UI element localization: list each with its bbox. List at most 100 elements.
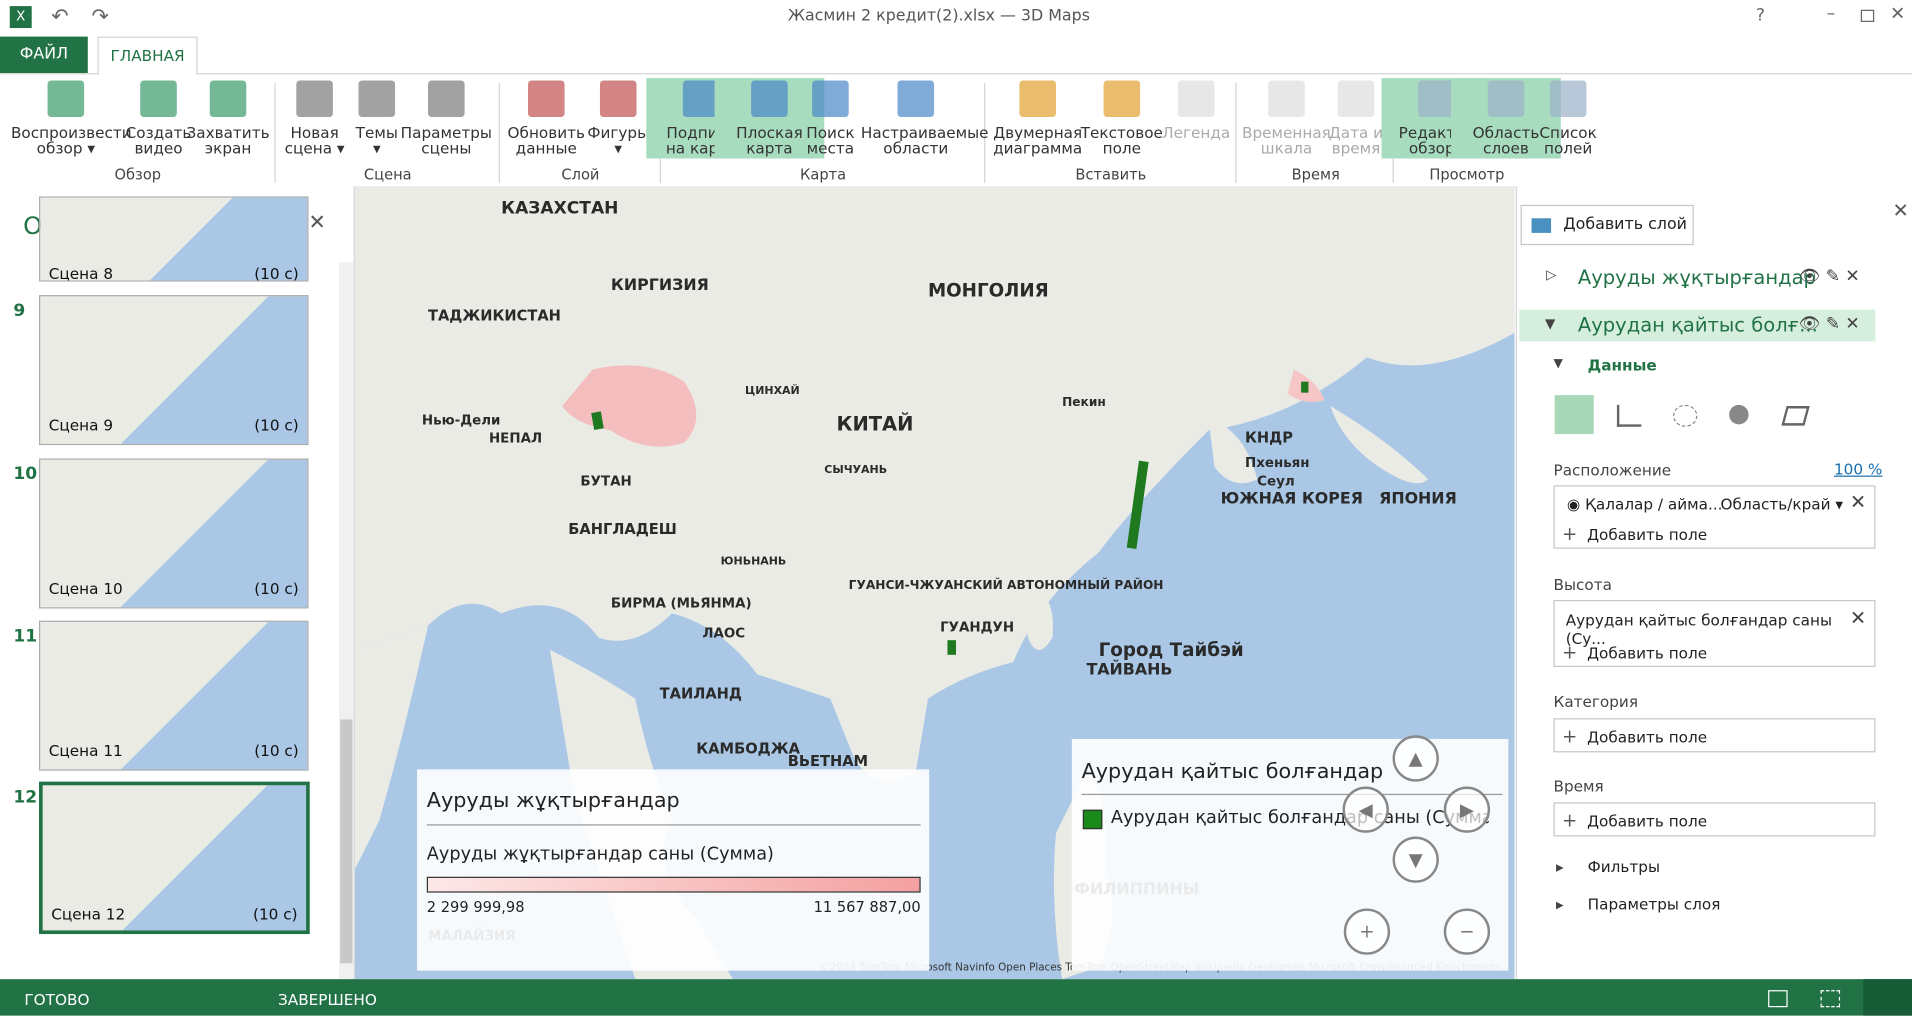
close-pane[interactable]: ✕ (1892, 198, 1909, 222)
button-icon (751, 80, 788, 118)
time-label: Время (1553, 776, 1604, 796)
button-icon (1103, 80, 1141, 118)
window-title: Жасмин 2 кредит(2).xlsx — 3D Maps (787, 7, 1090, 26)
map-label: ТАЙВАНЬ (1086, 659, 1172, 678)
ribbon-button[interactable]: Текстовое поле (1067, 78, 1177, 158)
chart-type-stacked[interactable] (1554, 395, 1594, 435)
redo[interactable]: ↷ (91, 4, 109, 30)
button-label: экран (204, 139, 252, 158)
map-label: ЯПОНИЯ (1379, 489, 1457, 508)
nav-button[interactable]: + (1343, 908, 1391, 955)
map-label: ЦИНХАЙ (745, 384, 800, 397)
map-label: ГУАНДУН (940, 621, 1014, 636)
ribbon-button[interactable]: Темы ▾ (322, 78, 432, 158)
nav-button[interactable]: ▶ (1443, 786, 1491, 833)
help-button[interactable]: ? (1755, 6, 1765, 26)
ribbon-button[interactable]: Плоская карта (714, 78, 825, 159)
ribbon-button[interactable]: Поиск места (776, 78, 886, 158)
minimize-button[interactable]: – (1826, 3, 1836, 24)
ribbon-button[interactable]: Обновить данные (491, 78, 601, 158)
map-label: КИРГИЗИЯ (611, 275, 709, 294)
close-tour[interactable]: ✕ (308, 210, 326, 236)
restore-button[interactable] (1860, 9, 1875, 22)
ribbon-button[interactable]: Список полей (1513, 78, 1623, 158)
scene-thumbnail[interactable]: Сцена 8 (10 с) (39, 196, 309, 282)
ribbon-button[interactable]: Область слоев (1451, 78, 1561, 159)
undo[interactable]: ↶ (51, 4, 69, 30)
button-icon (599, 80, 637, 118)
add-field[interactable]: Добавить поле (1587, 525, 1708, 544)
ribbon-button[interactable]: Фигуры ▾ (563, 78, 673, 158)
chart-type-bubble[interactable] (1673, 404, 1698, 427)
map-label: КАМБОДЖА (696, 741, 800, 758)
legend-infected: Ауруды жұқтырғандар Ауруды жұқтырғандар … (417, 769, 930, 971)
button-label: ▾ (614, 139, 623, 158)
map-label: КНДР (1245, 430, 1293, 447)
add-field[interactable]: Добавить поле (1587, 812, 1708, 831)
button-label: диаграмма (993, 139, 1083, 158)
button-icon (1268, 80, 1305, 118)
button-label: Обновить (507, 123, 586, 142)
scene-duration: (10 с) (254, 415, 299, 435)
ribbon-button[interactable]: Настраиваемые области (861, 78, 988, 158)
ribbon-button[interactable]: Двумерная диаграмма (983, 78, 1093, 158)
button-icon (897, 80, 935, 118)
status-done: ЗАВЕРШЕНО (278, 990, 377, 1009)
map-label: КАЗАХСТАН (501, 198, 618, 218)
ribbon-button[interactable]: Параметры сцены (391, 78, 501, 158)
category-box: + Добавить поле (1553, 718, 1876, 753)
ribbon-group-label: Обзор (114, 165, 162, 183)
close-button[interactable]: ✕ (1890, 2, 1906, 25)
tour-panel: Обзор 2 ✕ Сцена 8(10 с)Сцена 9(10 с)9Сце… (0, 186, 355, 980)
layer-name[interactable]: Аурудан қайтыс болғ... (1577, 313, 1818, 337)
nav-button[interactable]: ▲ (1392, 735, 1439, 782)
button-label: Фигуры (587, 123, 650, 142)
nav-button[interactable]: ▼ (1392, 836, 1439, 883)
layer-params[interactable]: Параметры слоя (1587, 895, 1721, 914)
location-type[interactable]: Область/край (1720, 495, 1831, 514)
chart-type-clustered[interactable] (1616, 404, 1642, 427)
button-label: Создать (125, 123, 192, 142)
ribbon-button[interactable]: Временная шкала (1232, 78, 1342, 158)
button-label: сцены (421, 139, 472, 158)
map-label: Нью-Дели (422, 413, 501, 428)
add-layer-button[interactable]: Добавить слой (1520, 204, 1694, 246)
button-label: Захватить (186, 123, 270, 142)
ribbon-group-label: Вставить (1075, 165, 1147, 183)
scene-thumbnail[interactable]: Сцена 9 (10 с) (39, 295, 309, 446)
ribbon-button[interactable]: Захватить экран (173, 78, 283, 158)
scene-number: 11 (13, 626, 38, 647)
ribbon-separator (498, 82, 500, 183)
button-label: Временная (1242, 123, 1331, 142)
ribbon-button[interactable]: Легенда (1141, 78, 1251, 143)
zoom-link[interactable]: 100 % (1833, 459, 1883, 479)
button-icon (140, 80, 177, 118)
ribbon-button[interactable]: Новая сцена ▾ (260, 78, 370, 158)
map-label: Сеул (1257, 474, 1294, 489)
add-field[interactable]: Добавить поле (1587, 643, 1708, 663)
button-label: ▾ (372, 139, 381, 158)
button-label: Легенда (1162, 123, 1231, 142)
nav-button[interactable]: ◀ (1342, 786, 1389, 833)
nav-button[interactable]: − (1443, 908, 1491, 955)
add-field[interactable]: Добавить поле (1587, 727, 1708, 747)
home-tab[interactable]: ГЛАВНАЯ (97, 36, 198, 75)
scene-thumbnail[interactable]: Сцена 10 (10 с) (39, 458, 309, 609)
scene-thumbnail[interactable]: Сцена 11 (10 с) (39, 620, 309, 771)
layer-name[interactable]: Ауруды жұқтырғандар (1577, 265, 1816, 289)
location-field: Қалалар / айма... (1585, 495, 1723, 514)
ribbon-group-label: Время (1291, 165, 1340, 183)
scene-thumbnail[interactable]: Сцена 12 (10 с) (39, 781, 310, 935)
map-label: ТАИЛАНД (660, 686, 742, 703)
ribbon-button[interactable]: Создать видео (104, 78, 214, 158)
scrollbar[interactable] (338, 262, 354, 980)
ribbon-button[interactable]: Воспроизвести обзор ▾ (11, 78, 132, 158)
ribbon-button[interactable]: Дата и время (1301, 78, 1411, 158)
height-field: Аурудан қайтыс болғандар саны (Су... (1565, 610, 1833, 648)
scene-number: 10 (13, 464, 38, 485)
legend-gradient (426, 876, 921, 893)
filters[interactable]: Фильтры (1587, 857, 1660, 876)
chart-type-heatmap[interactable] (1729, 404, 1749, 425)
button-label: видео (134, 139, 183, 158)
file-tab[interactable]: ФАЙЛ (0, 36, 88, 74)
